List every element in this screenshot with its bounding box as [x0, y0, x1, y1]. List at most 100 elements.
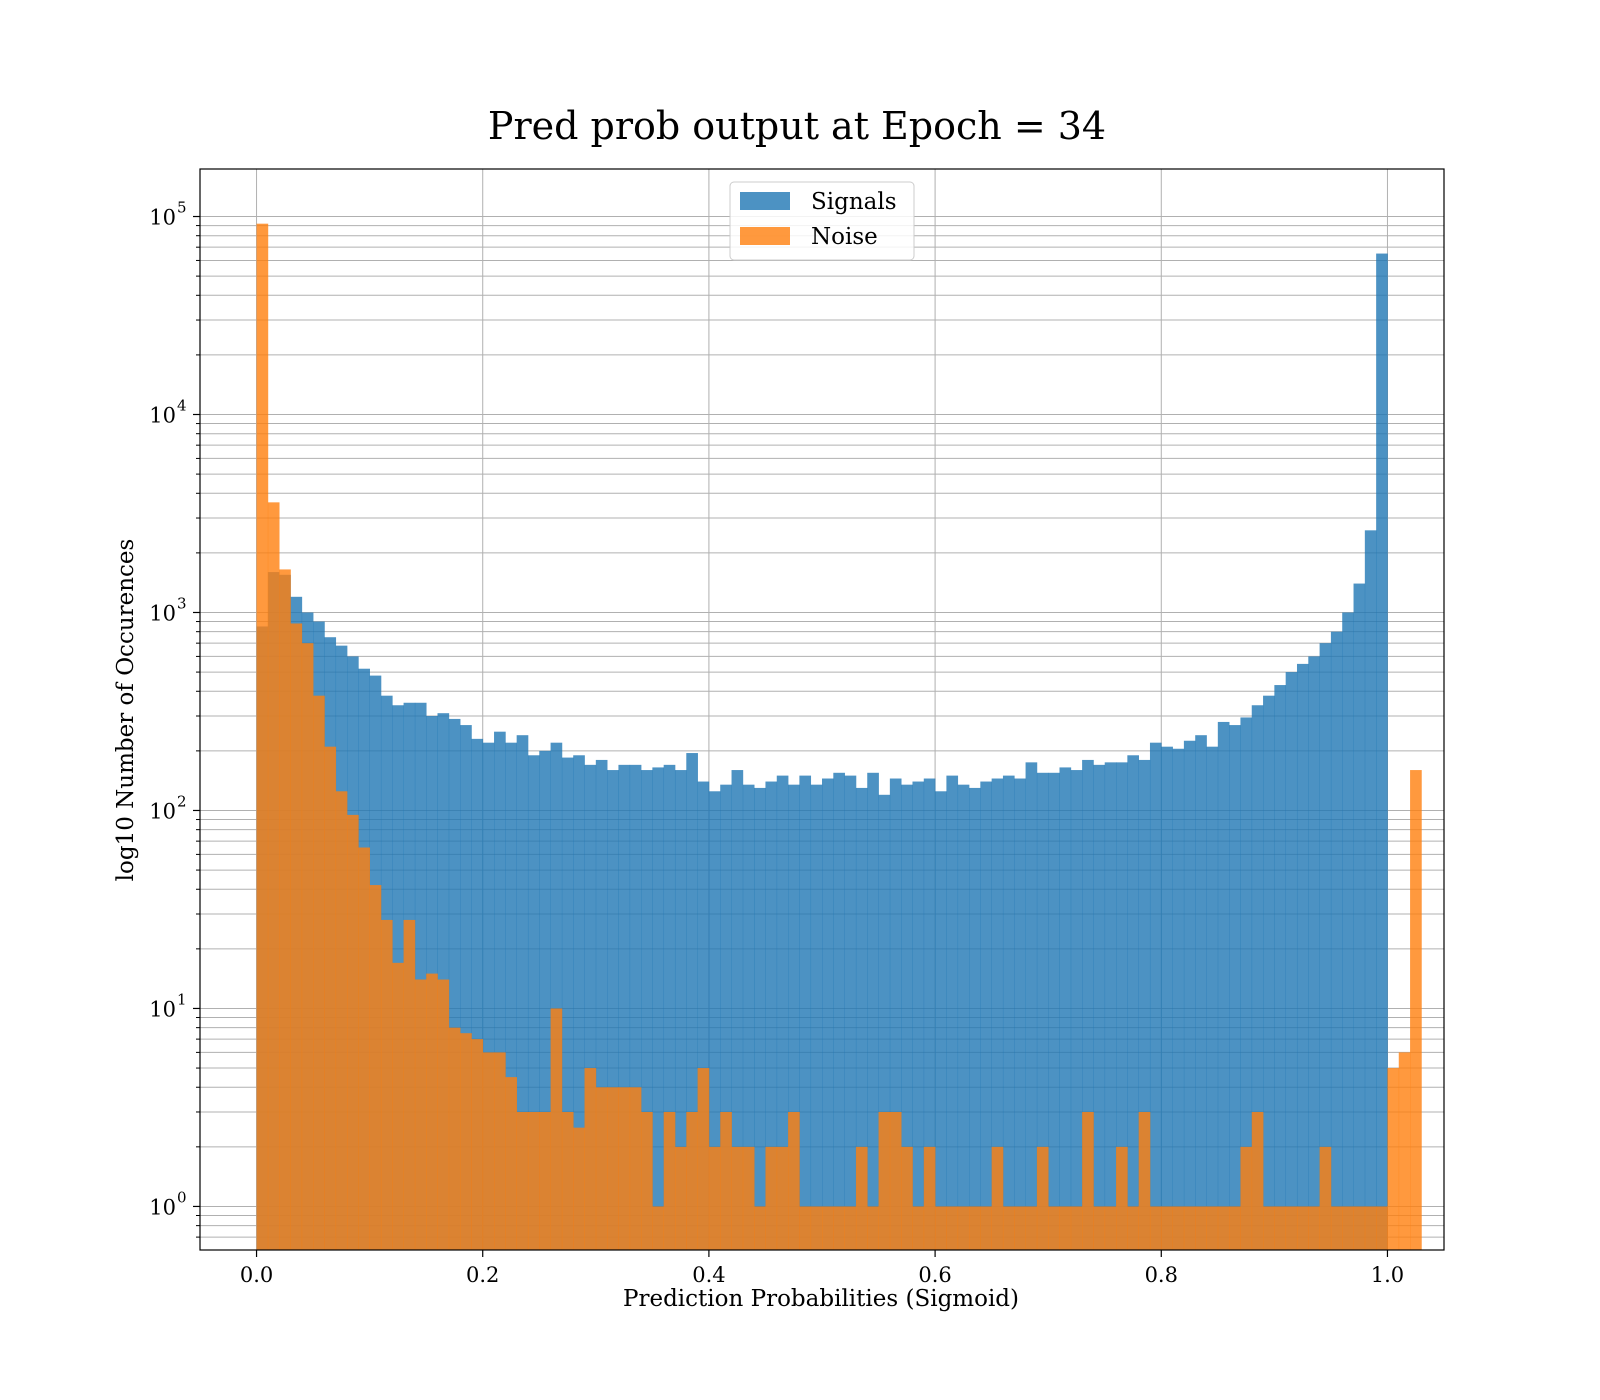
signals-bar — [810, 784, 823, 1250]
noise-bar — [641, 1111, 653, 1250]
noise-bar — [256, 223, 269, 1251]
signals-bar — [1263, 695, 1275, 1250]
noise-bar — [844, 1206, 857, 1250]
noise-bar — [1364, 1206, 1377, 1250]
signals-bar — [516, 735, 529, 1250]
y-tick-exponent: 1 — [177, 990, 187, 1008]
noise-bar — [494, 1052, 506, 1250]
signals-bar — [641, 770, 653, 1250]
noise-bar — [652, 1206, 665, 1250]
noise-bar — [765, 1146, 778, 1250]
signals-bar — [1319, 643, 1332, 1250]
signals-bar — [731, 770, 744, 1250]
noise-bar — [516, 1111, 529, 1250]
y-tick-exponent: 5 — [177, 199, 187, 217]
signals-bar — [935, 791, 947, 1250]
noise-bar — [731, 1146, 744, 1250]
signals-bar — [957, 784, 970, 1250]
signals-bar — [1285, 672, 1298, 1250]
plot-frame — [199, 168, 1445, 1251]
legend-label-noise: Noise — [811, 224, 878, 250]
noise-bar — [358, 847, 370, 1250]
noise-bar — [347, 814, 359, 1250]
signals-bar — [1240, 717, 1253, 1250]
x-tick-label: 0.8 — [1145, 1263, 1178, 1287]
x-tick-label: 0.6 — [918, 1263, 951, 1287]
signals-bar — [1104, 762, 1117, 1250]
noise-bar — [369, 885, 382, 1250]
noise-bar — [867, 1206, 879, 1250]
noise-bar — [878, 1111, 891, 1250]
y-axis-label: log10 Number of Occurences — [113, 539, 139, 882]
noise-bar — [1116, 1146, 1128, 1250]
noise-bar — [1308, 1206, 1320, 1250]
noise-bar — [1195, 1206, 1207, 1250]
noise-bar — [482, 1052, 495, 1250]
legend-swatch-noise — [740, 227, 790, 245]
signals-bar — [1025, 762, 1038, 1250]
noise-bar — [1002, 1206, 1015, 1250]
noise-bar — [1149, 1206, 1162, 1250]
noise-bar — [742, 1146, 755, 1250]
signals-bar — [1195, 735, 1207, 1250]
signals-bar — [720, 784, 732, 1250]
legend-label-signals: Signals — [811, 189, 897, 215]
signals-bar — [742, 784, 755, 1250]
noise-bar — [663, 1111, 676, 1250]
noise-bar — [1138, 1111, 1151, 1250]
signals-bar — [1070, 770, 1083, 1250]
noise-bar — [1296, 1206, 1309, 1250]
signals-bar — [1082, 759, 1094, 1250]
noise-bar — [471, 1039, 484, 1250]
noise-bar — [1025, 1206, 1038, 1250]
noise-bar — [1070, 1206, 1083, 1250]
legend: Signals Noise — [729, 181, 915, 261]
signals-bar — [901, 784, 913, 1250]
signals-bar — [1002, 775, 1015, 1250]
noise-bar — [1263, 1206, 1275, 1250]
noise-bar — [1082, 1111, 1094, 1250]
signals-bar — [1172, 748, 1185, 1250]
y-tick-label: 10 — [149, 404, 176, 428]
y-tick-label: 10 — [149, 799, 176, 823]
noise-bar — [1330, 1206, 1343, 1250]
signals-bar — [1014, 778, 1026, 1250]
signals-bar — [1138, 759, 1151, 1250]
y-tick-label: 10 — [149, 601, 176, 625]
noise-bar — [946, 1206, 959, 1250]
y-tick-label: 10 — [149, 1195, 176, 1219]
signals-bar — [471, 738, 484, 1250]
noise-bar — [550, 1008, 563, 1250]
signals-bar — [414, 702, 427, 1250]
noise-bar — [1274, 1206, 1287, 1250]
noise-bar — [754, 1206, 766, 1250]
noise-bar — [324, 746, 337, 1250]
noise-bar — [1285, 1206, 1298, 1250]
noise-bar — [1376, 1206, 1388, 1250]
noise-bar — [279, 569, 291, 1250]
noise-bar — [1014, 1206, 1026, 1250]
y-tick-label: 10 — [149, 997, 176, 1021]
noise-bar — [912, 1206, 925, 1250]
signals-bar — [923, 778, 936, 1250]
noise-bar — [1104, 1206, 1117, 1250]
noise-bar — [267, 502, 280, 1251]
noise-bar — [833, 1206, 845, 1250]
noise-bar — [1342, 1206, 1354, 1250]
noise-bar — [1229, 1206, 1241, 1250]
noise-bar — [776, 1146, 789, 1250]
signals-bar — [969, 787, 981, 1250]
noise-bar — [889, 1111, 902, 1250]
noise-bar — [1398, 1052, 1411, 1250]
signals-bar — [618, 764, 631, 1250]
signals-bar — [799, 775, 812, 1250]
noise-bar — [957, 1206, 970, 1250]
signals-bar — [584, 764, 597, 1250]
signals-bar — [595, 759, 608, 1250]
signals-bar — [889, 778, 902, 1250]
signals-bar — [1036, 772, 1049, 1250]
signals-bar — [1342, 612, 1354, 1250]
noise-bar — [1161, 1206, 1173, 1250]
noise-bar — [686, 1111, 698, 1250]
noise-bar — [1387, 1068, 1400, 1250]
